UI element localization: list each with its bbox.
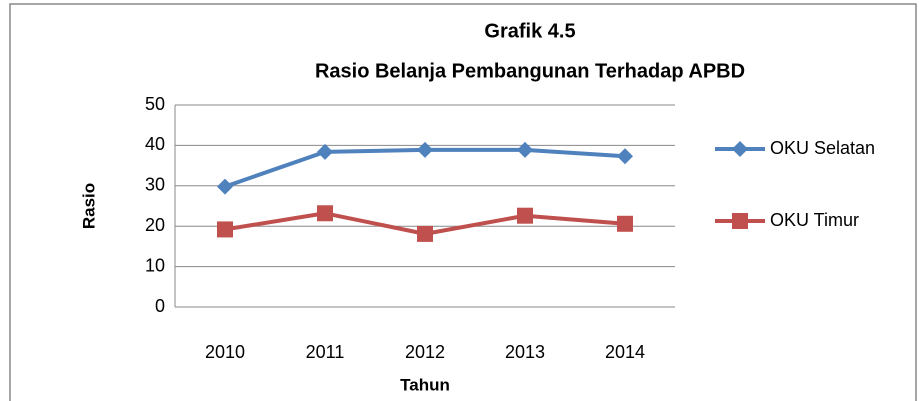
chart-subtitle: Rasio Belanja Pembangunan Terhadap APBD <box>315 60 745 82</box>
y-tick-label: 0 <box>155 296 165 316</box>
legend-label: OKU Timur <box>770 210 859 230</box>
x-tick-label: 2012 <box>405 342 445 362</box>
x-tick-label: 2014 <box>605 342 645 362</box>
y-tick-label: 20 <box>145 215 165 235</box>
data-point <box>317 143 333 160</box>
data-point <box>517 141 533 158</box>
data-point <box>217 178 233 195</box>
y-tick-label: 40 <box>145 134 165 154</box>
x-tick-label: 2013 <box>505 342 545 362</box>
y-tick-label: 50 <box>145 94 165 114</box>
x-tick-label: 2010 <box>205 342 245 362</box>
data-point <box>417 141 433 158</box>
y-tick-label: 30 <box>145 175 165 195</box>
legend-label: OKU Selatan <box>770 138 875 158</box>
x-tick-label: 2011 <box>306 342 345 362</box>
y-axis-label: Rasio <box>79 183 98 229</box>
chart-frame <box>9 3 917 401</box>
data-point <box>317 205 333 222</box>
data-point <box>217 221 233 238</box>
data-point <box>517 207 533 224</box>
chart-title: Grafik 4.5 <box>484 20 575 42</box>
data-point <box>617 148 633 165</box>
x-axis-label: Tahun <box>400 375 450 394</box>
data-point <box>417 225 433 242</box>
legend-marker <box>732 141 748 157</box>
legend-marker <box>732 213 748 229</box>
data-point <box>617 215 633 232</box>
y-tick-label: 10 <box>145 255 165 275</box>
